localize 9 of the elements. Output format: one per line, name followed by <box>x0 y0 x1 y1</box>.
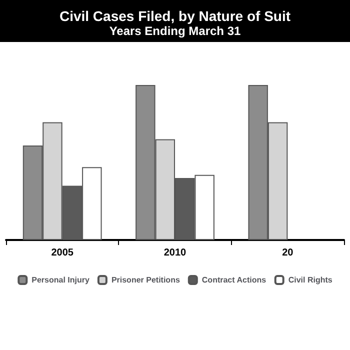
x-tick-label: 20 <box>282 248 294 258</box>
chart-subtitle: Years Ending March 31 <box>109 24 242 38</box>
x-tick-label: 2010 <box>164 248 187 258</box>
chart-title: Civil Cases Filed, by Nature of Suit <box>59 8 291 24</box>
x-tick-label: 2005 <box>51 248 74 258</box>
legend-label: Prisoner Petitions <box>111 276 180 284</box>
legend-label: Civil Rights <box>288 276 333 284</box>
legend-label: Personal Injury <box>32 276 90 284</box>
legend-label: Contract Actions <box>202 276 267 284</box>
